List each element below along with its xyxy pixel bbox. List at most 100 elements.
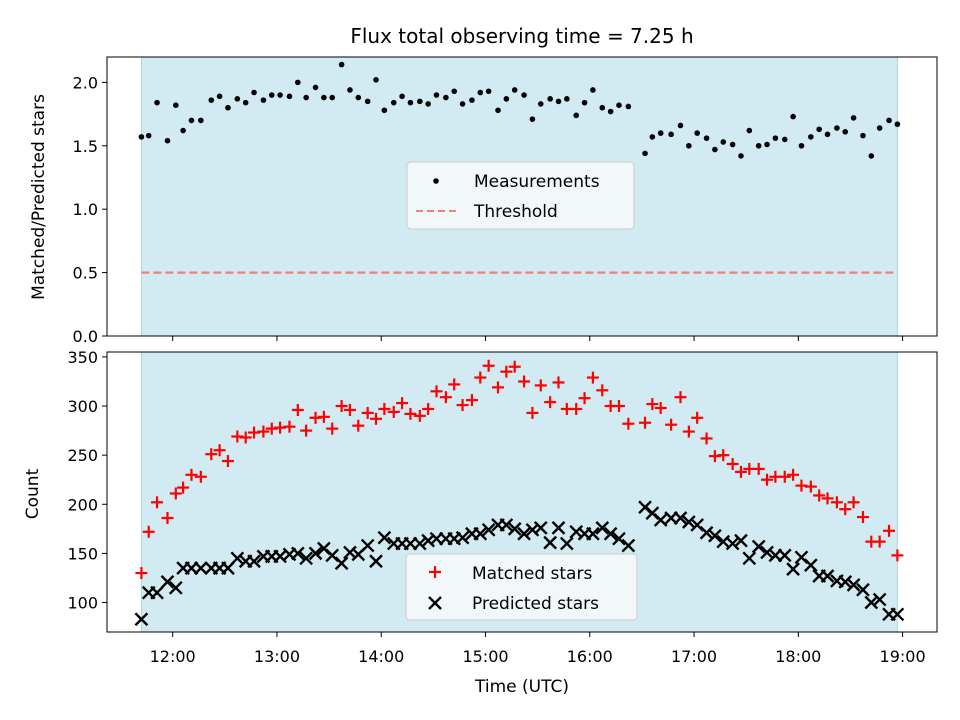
measurement-point xyxy=(295,79,301,86)
measurement-point xyxy=(842,129,849,135)
measurement-point xyxy=(816,126,822,133)
count-plot-frame xyxy=(106,351,938,633)
measurement-point xyxy=(521,92,527,98)
matched-star-point xyxy=(492,381,505,394)
measurement-point xyxy=(225,104,231,111)
matched-star-point xyxy=(387,405,400,418)
predicted-star-point xyxy=(890,607,905,622)
predicted-star-point xyxy=(150,585,164,600)
measurement-point xyxy=(649,134,656,140)
y-tick-label: 350 xyxy=(67,348,98,367)
measurement-point xyxy=(886,117,892,124)
measurement-point xyxy=(433,92,440,98)
predicted-star-point xyxy=(681,515,696,529)
predicted-star-point xyxy=(473,526,488,541)
measurement-point xyxy=(260,97,267,103)
predicted-star-point xyxy=(517,526,531,541)
measurement-point xyxy=(746,127,753,134)
matched-star-point xyxy=(213,444,226,457)
measurement-point xyxy=(138,134,145,140)
matched-star-point xyxy=(821,492,834,505)
predicted-star-point xyxy=(872,592,887,607)
measurement-point xyxy=(355,94,362,101)
predicted-star-point xyxy=(786,562,800,576)
legend-predicted-label: Predicted stars xyxy=(472,594,599,614)
measurement-point xyxy=(894,121,901,128)
matched-star-point xyxy=(534,379,547,392)
legend-threshold-label: Threshold xyxy=(473,202,558,222)
measurement-point xyxy=(154,99,160,106)
measurement-point xyxy=(321,94,327,101)
measurement-point xyxy=(495,107,501,114)
matched-star-point xyxy=(830,496,843,509)
matched-star-point xyxy=(404,407,417,420)
matched-star-point xyxy=(205,448,218,461)
predicted-star-point xyxy=(543,535,558,550)
predicted-star-point xyxy=(455,530,470,545)
measurement-point xyxy=(781,136,788,143)
count-legend-box xyxy=(405,553,638,621)
measurement-point xyxy=(529,116,536,122)
measurement-point xyxy=(607,108,614,115)
matched-star-point xyxy=(169,487,182,500)
chart-title: Flux total observing time = 7.25 h xyxy=(350,24,693,48)
matched-star-point xyxy=(891,549,904,562)
y-tick-label: 1.5 xyxy=(73,137,98,156)
measurement-point xyxy=(868,153,875,159)
matched-star-point xyxy=(283,420,296,433)
predicted-star-point xyxy=(499,518,514,532)
measurement-point xyxy=(303,94,309,101)
measurement-point xyxy=(834,125,840,131)
matched-star-point xyxy=(873,535,886,548)
measurement-point xyxy=(373,77,379,83)
measurement-point xyxy=(451,88,458,95)
matched-star-point xyxy=(335,400,348,413)
predicted-star-point xyxy=(551,521,566,535)
predicted-star-point xyxy=(838,575,853,589)
matched-star-point xyxy=(465,394,478,407)
matched-star-point xyxy=(422,402,435,415)
measurement-point xyxy=(503,96,510,102)
predicted-star-point xyxy=(412,536,427,551)
matched-star-point xyxy=(612,400,625,413)
matched-star-point xyxy=(352,419,365,432)
x-axis-label: Time (UTC) xyxy=(474,677,569,697)
matched-star-point xyxy=(370,412,383,425)
predicted-star-point xyxy=(193,561,208,575)
matched-star-point xyxy=(778,470,791,483)
predicted-star-point xyxy=(533,521,548,535)
matched-star-point xyxy=(622,417,635,430)
measurement-point xyxy=(547,96,553,102)
predicted-star-point xyxy=(369,554,383,569)
matched-star-point xyxy=(135,567,148,580)
predicted-star-point xyxy=(603,526,618,541)
matched-star-point xyxy=(194,470,207,483)
measurement-point xyxy=(145,132,152,139)
matched-star-point xyxy=(734,465,747,478)
measurement-point xyxy=(329,94,336,101)
matched-star-point xyxy=(586,371,599,384)
predicted-star-point xyxy=(856,582,870,597)
measurement-point xyxy=(242,99,249,106)
predicted-star-point xyxy=(559,536,574,551)
measurement-point xyxy=(537,101,544,107)
matched-star-point xyxy=(448,378,461,391)
y-tick-label: 200 xyxy=(67,495,98,514)
measurement-point xyxy=(850,115,857,121)
matched-star-point xyxy=(700,432,713,445)
x-tick-label: 15:00 xyxy=(462,647,508,666)
predicted-star-point xyxy=(290,546,305,561)
measurement-point xyxy=(312,84,319,91)
predicted-star-point xyxy=(586,526,600,541)
predicted-star-point xyxy=(299,551,314,566)
measurement-point xyxy=(616,102,622,108)
matched-star-point xyxy=(665,418,678,431)
legend-measurements-marker xyxy=(433,178,439,184)
measurement-point xyxy=(173,102,179,108)
measurement-point xyxy=(198,117,204,124)
measurement-point xyxy=(485,88,492,95)
y-tick-label: 1.0 xyxy=(73,200,98,219)
matched-star-point xyxy=(839,503,852,516)
measurement-point xyxy=(599,104,606,111)
